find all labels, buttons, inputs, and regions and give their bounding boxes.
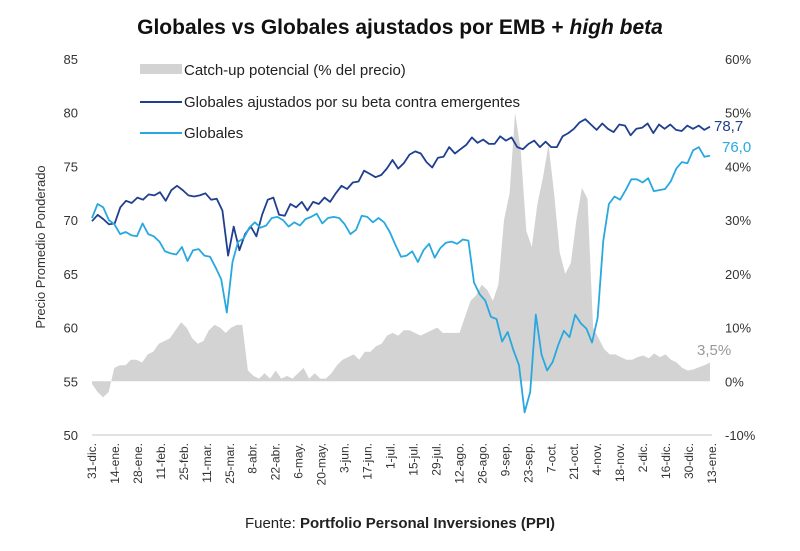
y-right-tick-label: -10%: [725, 428, 756, 443]
legend-swatch-catchup: [140, 64, 182, 74]
x-tick-label: 14-ene.: [108, 443, 122, 484]
source-note: Fuente: Portfolio Personal Inversiones (…: [0, 515, 800, 532]
line-ajustados: [91, 118, 711, 257]
legend-label-catchup: Catch-up potencial (% del precio): [184, 62, 406, 79]
x-tick-label: 15-jul.: [406, 443, 420, 476]
end-label-ajustados: 78,7: [714, 118, 743, 135]
line-globales: [91, 146, 711, 414]
source-prefix: Fuente:: [244, 515, 300, 532]
end-label-globales: 76,0: [722, 139, 751, 156]
x-tick-label: 1-jul.: [384, 443, 398, 469]
y-right-tick-label: 60%: [725, 52, 751, 67]
y-left-tick-label: 80: [64, 106, 78, 121]
y-axis-label: Precio Promedio Ponderado: [33, 165, 48, 328]
end-label-catchup: 3,5%: [697, 342, 731, 359]
x-tick-label: 23-sep.: [521, 443, 535, 483]
chart-title-main: Globales vs Globales ajustados por EMB +: [137, 16, 570, 39]
legend-label-ajustados: Globales ajustados por su beta contra em…: [184, 94, 520, 111]
x-tick-label: 16-dic.: [659, 443, 673, 479]
source-name: Portfolio Personal Inversiones (PPI): [299, 515, 556, 532]
x-axis-ticks: 31-dic. 14-ene. 28-ene. 11-feb. 25-feb. 11-ma…: [85, 443, 719, 485]
y-right-tick-label: 0%: [725, 374, 744, 389]
x-tick-label: 25-mar.: [223, 443, 237, 484]
x-tick-label: 17-jun.: [361, 443, 375, 480]
x-tick-label: 11-feb.: [154, 443, 168, 479]
catchup-area: [92, 112, 710, 398]
x-tick-label: 3-jun.: [338, 443, 352, 473]
x-tick-label: 4-nov.: [590, 443, 604, 475]
x-tick-label: 8-abr.: [246, 443, 260, 474]
y-right-tick-label: 10%: [725, 321, 751, 336]
line-layer: [91, 118, 711, 414]
y-right-tick-label: 50%: [725, 106, 751, 121]
y-left-tick-label: 65: [64, 267, 78, 282]
x-tick-label: 20-may.: [315, 443, 329, 485]
x-tick-label: 29-jul.: [429, 443, 443, 476]
x-tick-label: 13-ene.: [705, 443, 719, 484]
x-tick-label: 7-oct.: [544, 443, 558, 473]
x-tick-label: 21-oct.: [567, 443, 581, 480]
x-tick-label: 6-may.: [292, 443, 306, 479]
x-tick-label: 28-ene.: [131, 443, 145, 484]
x-tick-label: 11-mar.: [200, 443, 214, 483]
y-right-tick-label: 40%: [725, 159, 751, 174]
y-right-tick-label: 20%: [725, 267, 751, 282]
y-left-tick-label: 50: [64, 428, 78, 443]
x-tick-label: 30-dic.: [682, 443, 696, 479]
y-left-tick-label: 70: [64, 213, 78, 228]
y-left-tick-label: 85: [64, 52, 78, 67]
x-tick-label: 9-sep.: [498, 443, 512, 476]
y-left-tick-label: 60: [64, 321, 78, 336]
x-tick-label: 12-ago.: [452, 443, 466, 484]
y-axis-left-ticks: 50 55 60 65 70 75 80 85: [64, 52, 78, 443]
x-tick-label: 18-nov.: [613, 443, 627, 482]
y-left-tick-label: 55: [64, 374, 78, 389]
x-tick-label: 31-dic.: [85, 443, 99, 479]
y-left-tick-label: 75: [64, 159, 78, 174]
legend: Catch-up potencial (% del precio) Global…: [140, 62, 520, 142]
catchup-area-layer: [92, 112, 710, 398]
legend-label-globales: Globales: [184, 125, 243, 142]
x-tick-label: 25-feb.: [177, 443, 191, 480]
chart-title: Globales vs Globales ajustados por EMB +…: [0, 16, 800, 40]
x-tick-label: 2-dic.: [636, 443, 650, 472]
y-right-tick-label: 30%: [725, 213, 751, 228]
x-tick-label: 26-ago.: [475, 443, 489, 484]
y-axis-right-ticks: -10% 0% 10% 20% 30% 40% 50% 60%: [725, 52, 756, 443]
chart-title-italic: high beta: [569, 16, 663, 39]
x-tick-label: 22-abr.: [269, 443, 283, 480]
